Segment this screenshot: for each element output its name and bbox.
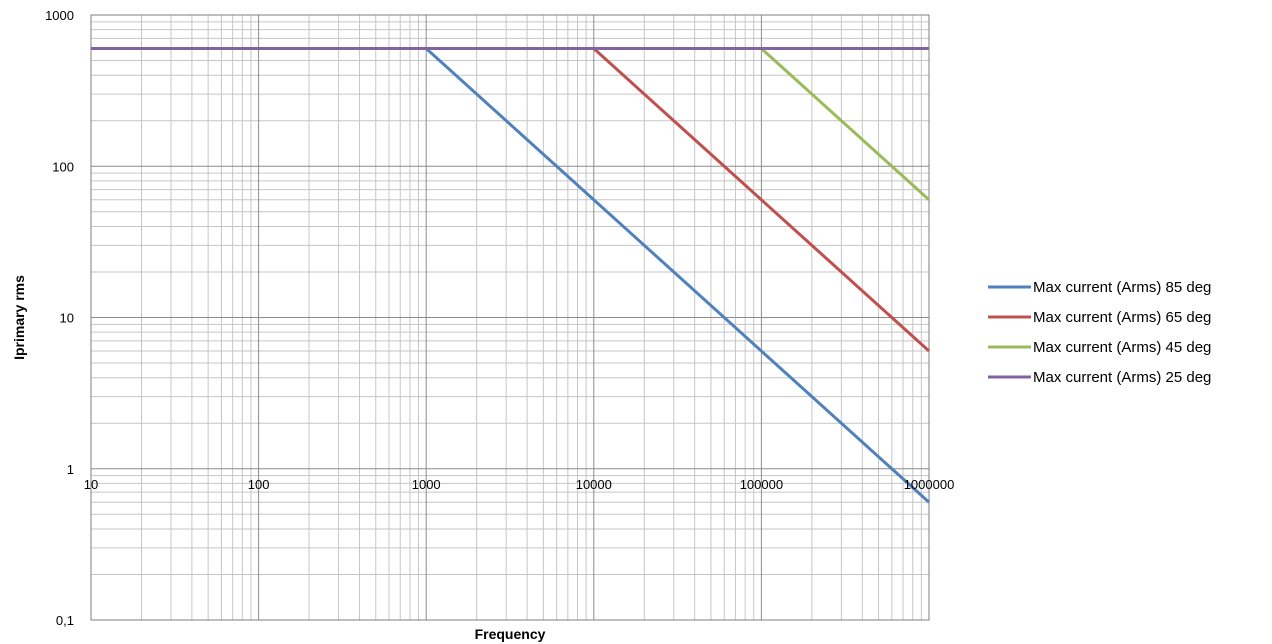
series-lines <box>91 47 931 504</box>
series-line-max-current-arms-85-deg <box>91 47 931 504</box>
y-tick-label: 0,1 <box>56 613 74 628</box>
y-tick-label: 1 <box>67 462 74 477</box>
x-tick-label: 100 <box>248 477 270 492</box>
plot-area <box>90 14 930 621</box>
y-axis-tick-labels: 0,1 1 10 100 1000 <box>45 8 74 628</box>
y-axis-title: Iprimary rms <box>11 275 27 360</box>
series-line-max-current-arms-65-deg <box>592 47 931 353</box>
y-tick-label: 10 <box>60 311 74 326</box>
legend-item: Max current (Arms) 85 deg <box>988 279 1211 296</box>
legend-label: Max current (Arms) 45 deg <box>1033 339 1211 356</box>
legend-item: Max current (Arms) 25 deg <box>988 369 1211 386</box>
legend-label: Max current (Arms) 85 deg <box>1033 279 1211 296</box>
legend-label: Max current (Arms) 65 deg <box>1033 309 1211 326</box>
x-tick-label: 10 <box>84 477 98 492</box>
legend-item: Max current (Arms) 45 deg <box>988 339 1211 356</box>
x-axis-title: Frequency <box>475 626 546 642</box>
x-axis-tick-labels: 10 100 1000 10000 100000 1000000 <box>84 477 955 492</box>
x-tick-label: 1000000 <box>904 477 955 492</box>
legend-item: Max current (Arms) 65 deg <box>988 309 1211 326</box>
x-tick-label: 10000 <box>576 477 612 492</box>
y-tick-label: 100 <box>52 159 74 174</box>
legend-label: Max current (Arms) 25 deg <box>1033 369 1211 386</box>
x-tick-label: 100000 <box>740 477 783 492</box>
legend: Max current (Arms) 85 deg Max current (Ar… <box>988 279 1211 386</box>
x-tick-label: 1000 <box>412 477 441 492</box>
y-tick-label: 1000 <box>45 8 74 23</box>
series-line-max-current-arms-45-deg <box>760 47 931 201</box>
